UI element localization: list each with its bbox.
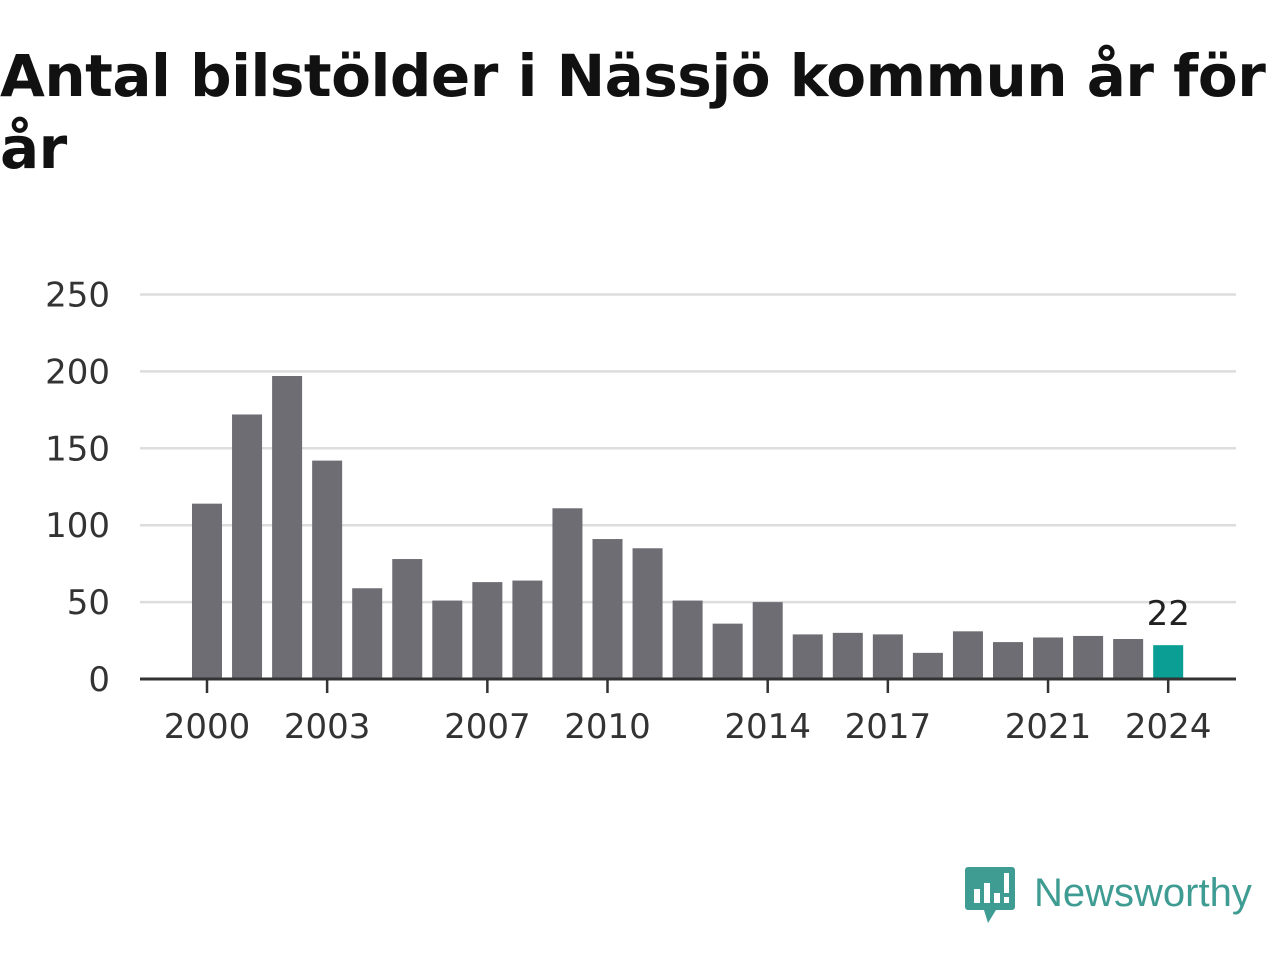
bar <box>592 539 623 679</box>
bar <box>352 588 383 679</box>
y-tick-label: 50 <box>67 583 110 623</box>
x-tick-label: 2014 <box>724 707 811 747</box>
y-tick-label: 0 <box>88 660 110 700</box>
bar <box>192 503 222 679</box>
bar <box>672 600 703 679</box>
y-tick-label: 250 <box>45 276 110 316</box>
bar <box>552 508 583 679</box>
data-label: 22 <box>1147 594 1190 634</box>
bar <box>912 652 943 679</box>
bar <box>392 559 423 679</box>
x-tick-label: 2000 <box>164 707 251 747</box>
bar <box>232 414 263 679</box>
bar <box>712 623 743 679</box>
bar <box>632 548 663 679</box>
x-axis: 2000 2003 2007 2010 2014 2017 2021 2024 <box>140 677 1236 747</box>
x-tick-label: 2007 <box>444 707 531 747</box>
x-tick-label: 2021 <box>1005 707 1092 747</box>
bar <box>312 460 343 679</box>
x-tick-label: 2024 <box>1125 707 1212 747</box>
y-tick-label: 200 <box>45 352 110 392</box>
bar <box>472 582 503 679</box>
chart-title: Antal bilstölder i Nässjö kommun år för … <box>0 42 1266 182</box>
data-labels: 22 <box>1147 594 1190 634</box>
bar <box>993 642 1023 679</box>
bar <box>1113 639 1144 679</box>
bar <box>792 634 823 679</box>
bar <box>512 580 543 679</box>
bar <box>752 602 783 679</box>
y-tick-label: 100 <box>45 506 110 546</box>
bar <box>952 631 983 679</box>
brand-name: Newsworthy <box>1034 870 1252 915</box>
bar <box>1073 635 1104 679</box>
x-tick-label: 2017 <box>845 707 932 747</box>
bar <box>872 634 903 679</box>
bars <box>192 376 1184 679</box>
bar <box>272 376 303 679</box>
newsworthy-logo-icon <box>965 867 1015 923</box>
bar <box>1033 637 1064 679</box>
x-tick-label: 2010 <box>564 707 651 747</box>
bar <box>432 600 463 679</box>
bar-highlight <box>1153 645 1184 679</box>
y-tick-label: 150 <box>45 429 110 469</box>
bar <box>832 632 863 679</box>
x-tick-label: 2003 <box>284 707 371 747</box>
newsworthy-logo: Newsworthy <box>964 865 1252 927</box>
gridlines <box>140 293 1236 604</box>
y-axis-ticks: 0 50 100 150 200 250 <box>45 276 110 701</box>
